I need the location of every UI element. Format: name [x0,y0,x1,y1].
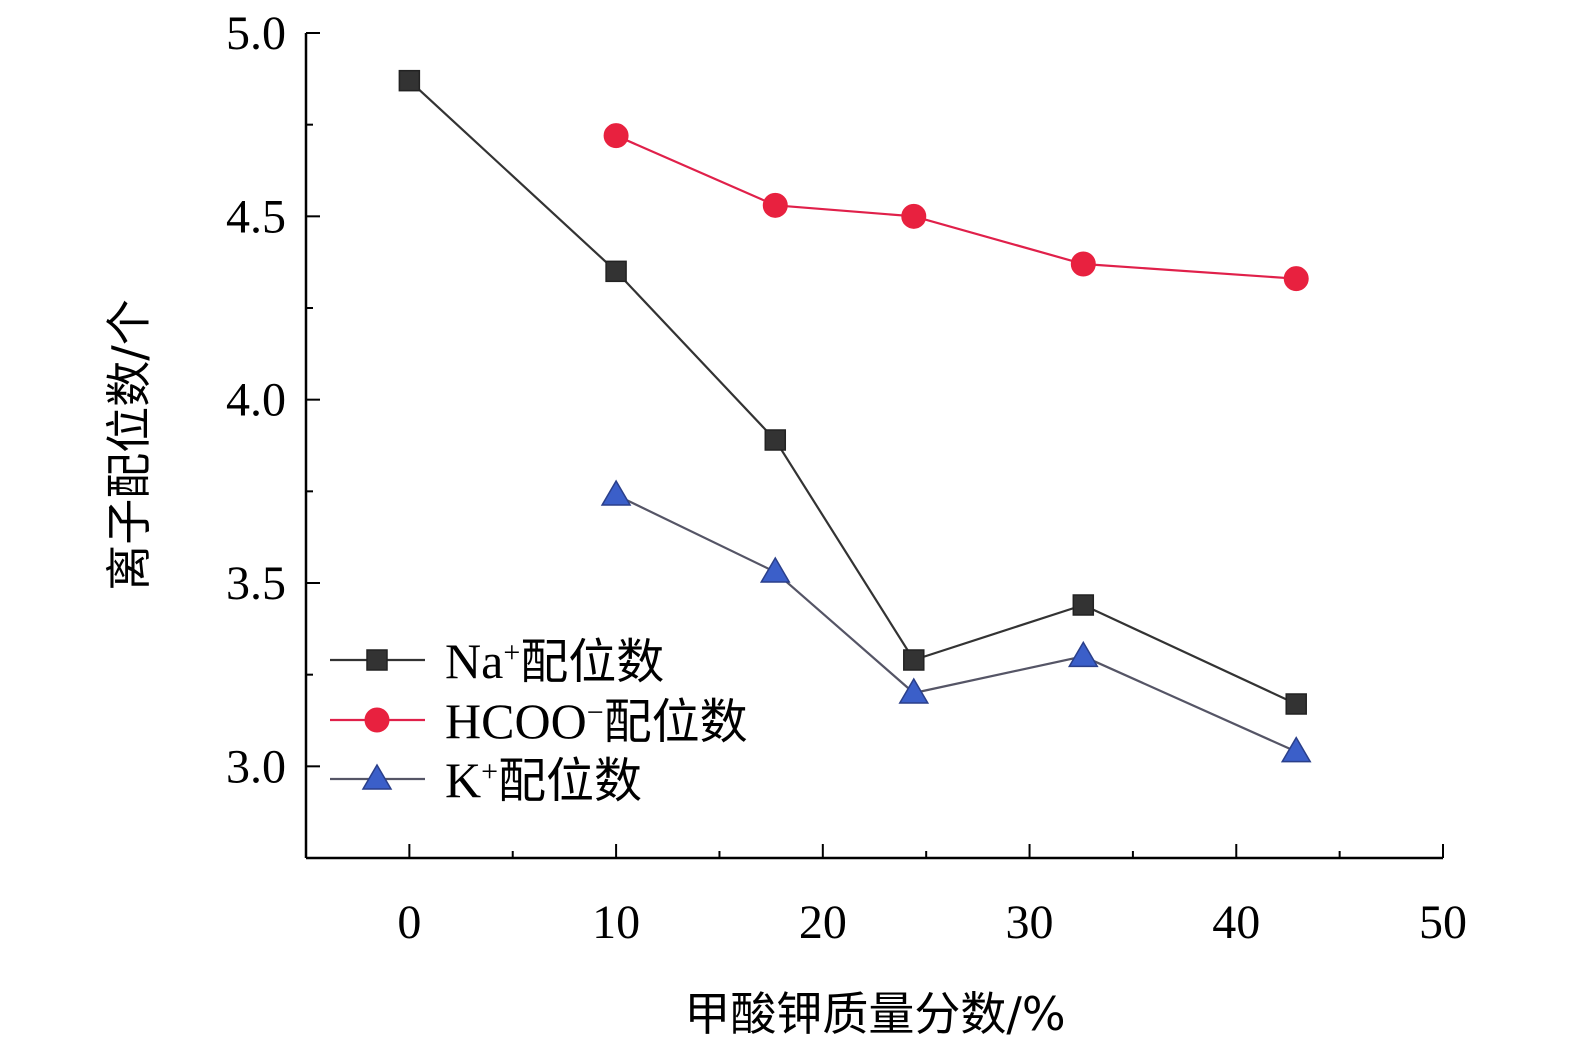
data-point-hcoo [762,192,788,218]
legend-marker-hcoo [364,707,390,733]
y-tick-label: 5.0 [226,7,286,60]
legend-marker-k [361,763,393,790]
y-tick-label: 3.0 [226,740,286,793]
y-tick-label: 4.0 [226,374,286,427]
data-point-na [764,429,787,451]
x-tick-label: 40 [1212,896,1260,949]
data-point-na [398,69,421,92]
x-tick-label: 30 [1006,896,1054,949]
x-tick-label: 20 [799,896,847,949]
legend-label-na: Na+配位数 [445,633,664,690]
legend-label-hcoo: HCOO−配位数 [445,693,748,750]
data-point-k [1067,640,1099,668]
series-line-hcoo [615,134,1297,280]
x-tick-label: 0 [397,896,421,949]
y-tick-label: 3.5 [226,557,286,610]
axes: 3.0 3.5 4.0 4.5 5.0 0 10 20 30 40 50 [226,7,1467,949]
data-point-k [759,556,791,583]
y-axis-title: 离子配位数/个 [102,299,156,591]
x-tick-label: 10 [592,896,640,949]
series-line-na [408,79,1297,705]
data-point-na [1072,594,1095,616]
x-tick-label: 50 [1419,896,1467,949]
data-point-hcoo [1283,266,1309,292]
data-point-k [1280,736,1312,763]
data-point-na [605,260,627,283]
data-point-hcoo [1070,251,1096,277]
legend-label-k: K+配位数 [445,752,642,809]
data-point-hcoo [603,123,629,149]
data-point-k [600,479,632,506]
data-point-na [903,649,925,671]
data-point-hcoo [901,203,927,229]
data-point-k [898,677,930,704]
data-point-na [1285,693,1307,715]
x-axis-title: 甲酸钾质量分数/% [684,987,1065,1041]
legend-marker-na [366,649,388,671]
y-tick-label: 4.5 [226,190,286,243]
series-markers [398,69,1312,763]
